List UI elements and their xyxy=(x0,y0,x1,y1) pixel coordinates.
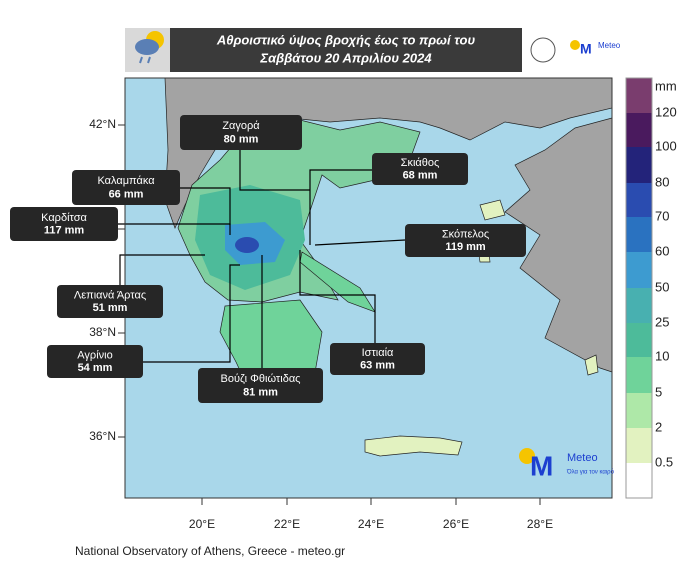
tagline: Όλα για τον καιρό xyxy=(566,469,615,476)
station-box xyxy=(180,115,302,150)
peak-zone xyxy=(235,237,259,253)
rhodes xyxy=(584,354,599,376)
legend-swatch xyxy=(626,357,652,393)
noa-seal xyxy=(530,37,556,63)
station-amount: 51 mm xyxy=(93,302,128,314)
legend-level: 0.5 xyxy=(655,454,673,469)
legend-level: 120 xyxy=(655,104,677,119)
station-name: Σκόπελος xyxy=(442,228,489,240)
lesvos xyxy=(479,199,506,221)
legend-level: 70 xyxy=(655,208,669,223)
legend-level: 60 xyxy=(655,243,669,258)
legend-swatch xyxy=(626,323,652,357)
station-amount: 81 mm xyxy=(243,386,278,398)
station-name: Καρδίτσα xyxy=(41,212,87,224)
leader-line xyxy=(299,250,376,343)
legend-unit: mm xyxy=(655,78,677,93)
station-amount: 117 mm xyxy=(44,225,85,237)
lat-label: 42°N xyxy=(89,117,116,131)
station-amount: 54 mm xyxy=(78,362,113,374)
station-name: Βούζι Φθιώτιδας xyxy=(221,373,301,385)
station-box xyxy=(372,153,468,185)
brand: Meteo xyxy=(598,41,621,50)
station-box xyxy=(330,343,425,375)
header-title: Αθροιστικό ύψος βροχής έως το πρωί του xyxy=(216,32,476,47)
legend-swatch xyxy=(626,288,652,323)
legend-swatch xyxy=(626,78,652,113)
legend-swatch xyxy=(626,217,652,252)
lat-label: 36°N xyxy=(89,429,116,443)
leader-line xyxy=(143,264,240,363)
lon-label: 26°E xyxy=(443,517,469,531)
lon-label: 22°E xyxy=(274,517,300,531)
map-logo: M Meteo Όλα για τον καιρό xyxy=(519,448,615,481)
legend-swatch xyxy=(626,428,652,463)
leader-line xyxy=(309,169,372,245)
station-amount: 119 mm xyxy=(445,241,486,253)
station-amount: 80 mm xyxy=(224,133,259,145)
station-name: Ιστιαία xyxy=(362,347,394,359)
legend-level: 10 xyxy=(655,348,669,363)
station-box xyxy=(10,207,118,241)
leader-line xyxy=(314,239,406,246)
footer: National Observatory of Athens, Greece -… xyxy=(75,544,345,558)
leader-line xyxy=(180,187,231,225)
lon-label: 24°E xyxy=(358,517,384,531)
station-box xyxy=(405,224,526,257)
station-name: Αγρίνιο xyxy=(77,349,112,361)
lat-label: 38°N xyxy=(89,325,116,339)
station-box xyxy=(198,368,323,403)
legend-swatch xyxy=(626,183,652,217)
legend-level: 25 xyxy=(655,314,669,329)
leader-line xyxy=(239,150,310,191)
station-amount: 68 mm xyxy=(403,169,438,181)
meteo-m: M xyxy=(580,41,592,57)
leader-line xyxy=(118,223,231,235)
leader-line xyxy=(119,254,205,285)
legend-level: 5 xyxy=(655,384,662,399)
svg-text:M: M xyxy=(530,450,553,481)
station-amount: 63 mm xyxy=(360,359,395,371)
header-title-box xyxy=(170,28,522,72)
legend-level: 50 xyxy=(655,279,669,294)
legend-swatch xyxy=(626,393,652,428)
meteo-sun xyxy=(570,40,580,50)
station-box xyxy=(57,285,163,318)
legend-swatch xyxy=(626,147,652,183)
station-name: Καλαμπάκα xyxy=(97,175,155,187)
turkey-land xyxy=(504,117,613,373)
header-title: Σαββάτου 20 Απριλίου 2024 xyxy=(259,50,432,65)
station-name: Σκιάθος xyxy=(401,157,440,169)
legend-swatch xyxy=(626,252,652,288)
station-box xyxy=(72,170,180,205)
station-amount: 66 mm xyxy=(109,188,144,200)
legend-level: 80 xyxy=(655,174,669,189)
legend-level: 100 xyxy=(655,138,677,153)
station-name: Λεπιανά Άρτας xyxy=(74,289,146,301)
weather-icon xyxy=(135,31,164,64)
legend-level: 2 xyxy=(655,419,662,434)
leader-lines xyxy=(118,150,406,368)
legend-swatch xyxy=(626,113,652,147)
logo-box xyxy=(522,28,612,72)
lon-label: 20°E xyxy=(189,517,215,531)
brand: Meteo xyxy=(567,452,598,464)
legend-swatch xyxy=(626,463,652,498)
lon-label: 28°E xyxy=(527,517,553,531)
station-box xyxy=(47,345,143,378)
legend-frame xyxy=(625,77,653,499)
station-name: Ζαγορά xyxy=(222,120,260,132)
crete xyxy=(364,435,463,457)
